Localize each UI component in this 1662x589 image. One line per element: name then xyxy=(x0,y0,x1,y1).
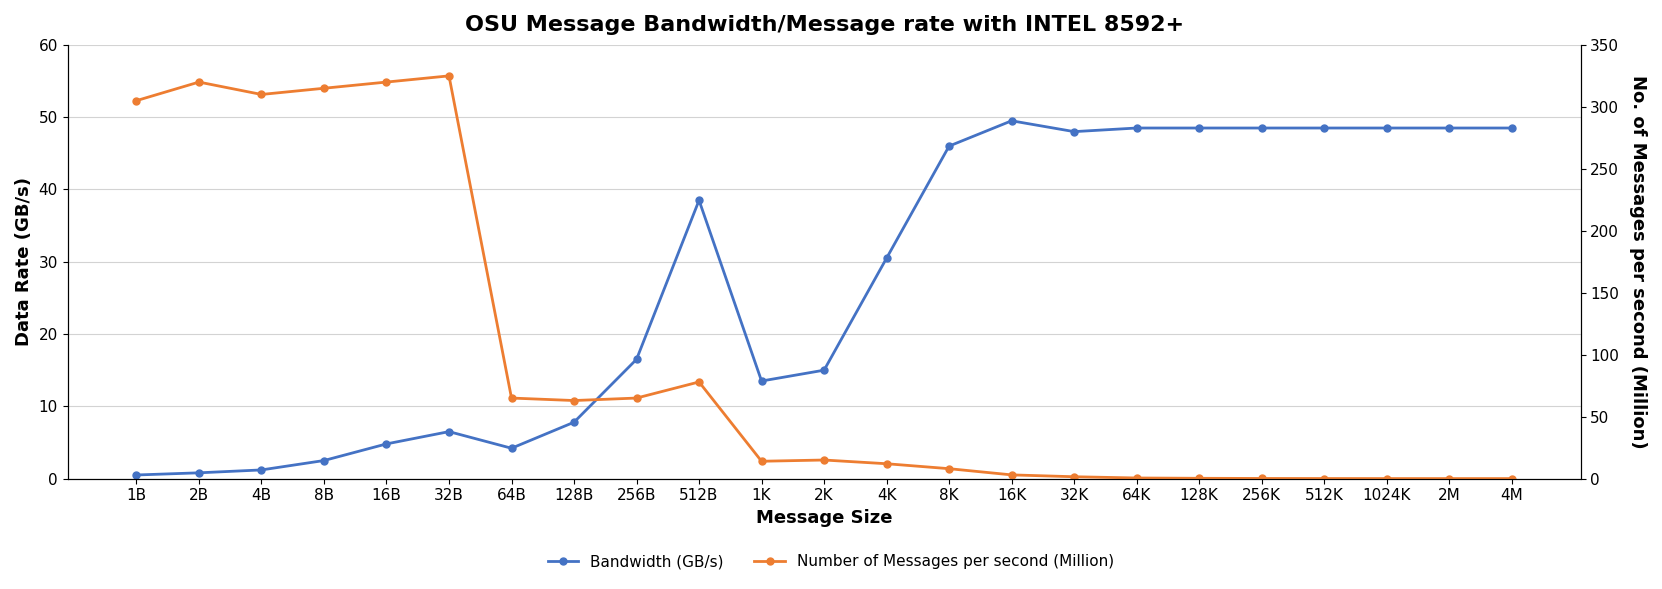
Bandwidth (GB/s) xyxy=(1190,124,1210,131)
Number of Messages per second (Million) xyxy=(751,458,771,465)
Number of Messages per second (Million) xyxy=(627,395,647,402)
Bandwidth (GB/s) xyxy=(439,428,459,435)
Number of Messages per second (Million) xyxy=(939,465,959,472)
Line: Number of Messages per second (Million): Number of Messages per second (Million) xyxy=(133,72,1516,482)
Bandwidth (GB/s) xyxy=(690,197,710,204)
Number of Messages per second (Million) xyxy=(439,72,459,80)
Number of Messages per second (Million) xyxy=(690,378,710,385)
Number of Messages per second (Million) xyxy=(314,85,334,92)
Bandwidth (GB/s) xyxy=(502,445,522,452)
Bandwidth (GB/s) xyxy=(814,366,834,373)
Bandwidth (GB/s) xyxy=(751,378,771,385)
Bandwidth (GB/s) xyxy=(1002,117,1022,124)
Number of Messages per second (Million) xyxy=(1315,475,1335,482)
Legend: Bandwidth (GB/s), Number of Messages per second (Million): Bandwidth (GB/s), Number of Messages per… xyxy=(542,548,1120,575)
Bandwidth (GB/s) xyxy=(1251,124,1271,131)
Number of Messages per second (Million) xyxy=(1251,475,1271,482)
Bandwidth (GB/s) xyxy=(876,254,896,262)
Number of Messages per second (Million) xyxy=(814,456,834,464)
Number of Messages per second (Million) xyxy=(1064,473,1084,480)
X-axis label: Message Size: Message Size xyxy=(756,509,892,527)
Bandwidth (GB/s) xyxy=(251,466,271,474)
Number of Messages per second (Million) xyxy=(126,97,146,104)
Bandwidth (GB/s) xyxy=(377,441,397,448)
Number of Messages per second (Million) xyxy=(1439,475,1459,482)
Title: OSU Message Bandwidth/Message rate with INTEL 8592+: OSU Message Bandwidth/Message rate with … xyxy=(464,15,1183,35)
Number of Messages per second (Million) xyxy=(1002,471,1022,478)
Bandwidth (GB/s) xyxy=(1439,124,1459,131)
Number of Messages per second (Million) xyxy=(876,460,896,467)
Number of Messages per second (Million) xyxy=(502,395,522,402)
Number of Messages per second (Million) xyxy=(251,91,271,98)
Number of Messages per second (Million) xyxy=(563,397,583,404)
Bandwidth (GB/s) xyxy=(1502,124,1522,131)
Bandwidth (GB/s) xyxy=(563,419,583,426)
Line: Bandwidth (GB/s): Bandwidth (GB/s) xyxy=(133,117,1516,478)
Bandwidth (GB/s) xyxy=(189,469,209,477)
Number of Messages per second (Million) xyxy=(189,78,209,85)
Bandwidth (GB/s) xyxy=(1315,124,1335,131)
Bandwidth (GB/s) xyxy=(314,457,334,464)
Bandwidth (GB/s) xyxy=(939,143,959,150)
Number of Messages per second (Million) xyxy=(1376,475,1396,482)
Bandwidth (GB/s) xyxy=(1064,128,1084,135)
Bandwidth (GB/s) xyxy=(627,356,647,363)
Bandwidth (GB/s) xyxy=(1376,124,1396,131)
Number of Messages per second (Million) xyxy=(1127,475,1147,482)
Number of Messages per second (Million) xyxy=(1502,475,1522,482)
Bandwidth (GB/s) xyxy=(126,471,146,478)
Number of Messages per second (Million) xyxy=(1190,475,1210,482)
Bandwidth (GB/s) xyxy=(1127,124,1147,131)
Y-axis label: No. of Messages per second (Million): No. of Messages per second (Million) xyxy=(1629,75,1647,449)
Number of Messages per second (Million) xyxy=(377,78,397,85)
Y-axis label: Data Rate (GB/s): Data Rate (GB/s) xyxy=(15,177,33,346)
